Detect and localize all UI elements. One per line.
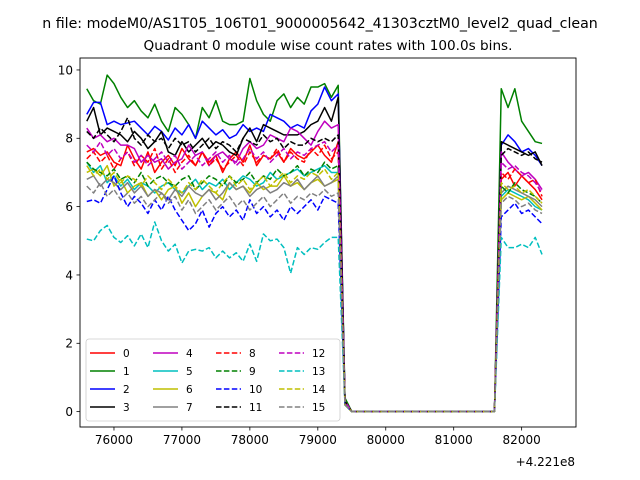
legend-label-0: 0 (123, 348, 130, 360)
legend-label-10: 10 (249, 384, 262, 396)
x-tick-label: 79000 (299, 433, 337, 447)
series-line-13 (86, 221, 543, 413)
legend-label-9: 9 (249, 366, 256, 378)
series-line-15 (86, 181, 543, 413)
x-tick-label: 76000 (95, 433, 133, 447)
y-tick-label: 6 (65, 200, 73, 214)
x-tick-label: 81000 (435, 433, 473, 447)
legend-label-4: 4 (186, 348, 193, 360)
y-tick-label: 8 (65, 132, 73, 146)
x-tick-label: 82000 (503, 433, 541, 447)
x-tick-label: 80000 (367, 433, 405, 447)
series-line-11 (86, 117, 543, 413)
legend-label-2: 2 (123, 384, 130, 396)
y-tick-label: 10 (58, 63, 73, 77)
legend-label-11: 11 (249, 402, 262, 414)
legend-label-1: 1 (123, 366, 130, 378)
x-tick-label: 77000 (163, 433, 201, 447)
legend-label-15: 15 (312, 402, 325, 414)
y-tick-label: 4 (65, 268, 73, 282)
series-lines (86, 74, 543, 413)
legend-label-7: 7 (186, 402, 193, 414)
y-tick-label: 2 (65, 337, 73, 351)
series-line-9 (86, 161, 543, 413)
legend-label-5: 5 (186, 366, 193, 378)
chart-title: Quadrant 0 module wise count rates with … (144, 38, 513, 54)
series-line-8 (86, 144, 543, 413)
series-line-12 (86, 140, 543, 413)
y-axis-ticks: 0 2 4 6 8 10 (58, 63, 80, 419)
legend-box (85, 338, 341, 422)
series-line-14 (86, 165, 543, 413)
y-tick-label: 0 (65, 405, 73, 419)
legend-label-12: 12 (312, 348, 325, 360)
x-tick-label: 78000 (231, 433, 269, 447)
legend-label-14: 14 (312, 384, 326, 396)
figure-suptitle: n file: modeM0/AS1T05_106T01_9000005642_… (42, 16, 598, 32)
legend-label-3: 3 (123, 402, 130, 414)
axes-frame (79, 57, 577, 428)
x-axis-ticks: 76000 77000 78000 79000 80000 81000 82000 (95, 427, 541, 447)
legend-label-13: 13 (312, 366, 325, 378)
x-axis-offset-label: +4.221e8 (516, 455, 575, 469)
legend-label-6: 6 (186, 384, 193, 396)
legend-label-8: 8 (249, 348, 256, 360)
